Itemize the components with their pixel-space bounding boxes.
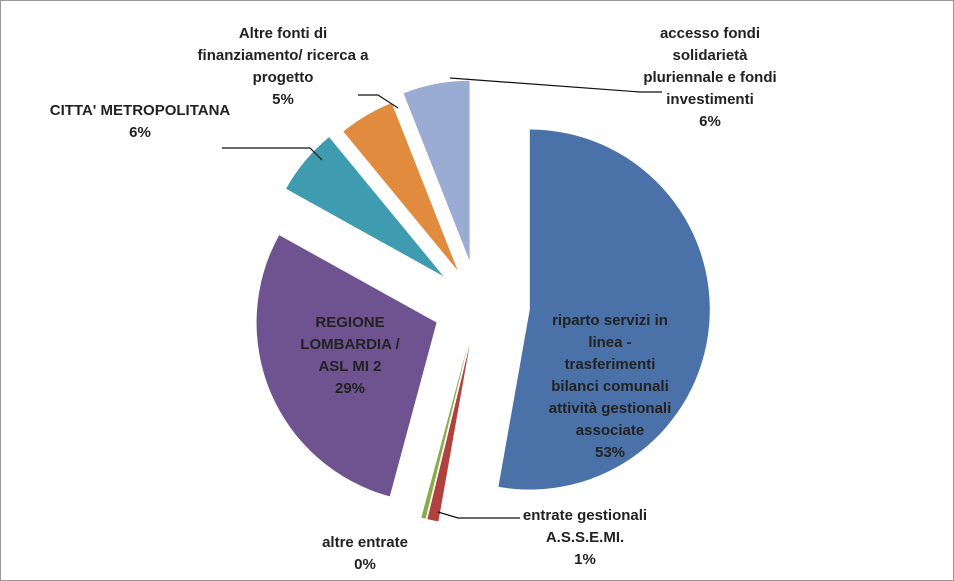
data-label: riparto servizi in linea - trasferimenti…: [546, 310, 674, 464]
category-label: entrate gestionali A.S.S.E.MI.: [522, 507, 648, 546]
value-label: 6%: [129, 124, 151, 141]
pie-slice: [427, 344, 470, 522]
leader-lines: [222, 77, 662, 519]
category-label: altre entrate: [322, 534, 408, 551]
pie-slice: [403, 80, 470, 261]
leader-line: [358, 94, 399, 109]
data-label: altre entrate 0%: [295, 532, 435, 576]
value-label: 5%: [272, 91, 294, 108]
pie-slice: [498, 129, 710, 490]
data-label: accesso fondi solidarietà pluriennale e …: [635, 23, 785, 133]
value-label: 6%: [699, 113, 721, 130]
pie-slice: [421, 343, 469, 519]
category-label: CITTA' METROPOLITANA: [49, 102, 231, 119]
data-label: REGIONE LOMBARDIA / ASL MI 2 29%: [285, 312, 415, 400]
pie-slice: [286, 137, 444, 277]
leader-line: [437, 511, 520, 519]
pie-slice: [343, 103, 458, 271]
value-label: 0%: [354, 556, 376, 573]
data-label: Altre fonti di finanziamento/ ricerca a …: [193, 23, 373, 111]
data-label: entrate gestionali A.S.S.E.MI. 1%: [500, 505, 670, 571]
value-label: 29%: [334, 380, 366, 397]
category-label: REGIONE LOMBARDIA / ASL MI 2: [300, 314, 400, 375]
data-label: CITTA' METROPOLITANA 6%: [40, 100, 240, 144]
pie-slice: [256, 235, 437, 497]
category-label: Altre fonti di finanziamento/ ricerca a …: [197, 25, 369, 86]
leader-line: [449, 77, 662, 93]
leader-line: [222, 147, 323, 161]
pie: [256, 80, 710, 522]
value-label: 1%: [574, 551, 596, 568]
category-label: accesso fondi solidarietà pluriennale e …: [643, 25, 777, 108]
category-label: riparto servizi in linea - trasferimenti…: [548, 312, 672, 439]
value-label: 53%: [594, 444, 626, 461]
